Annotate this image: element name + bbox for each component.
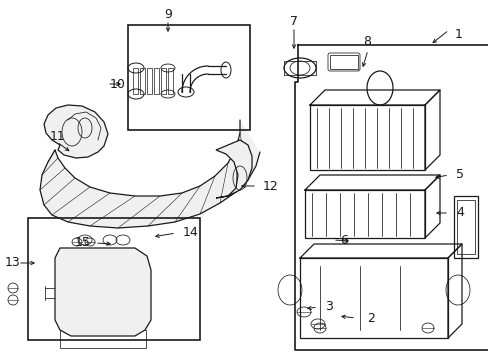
Text: 11: 11 (50, 130, 65, 143)
Text: 1: 1 (454, 28, 462, 41)
Bar (28, 218, 200, 340)
Text: 5: 5 (455, 168, 463, 181)
Text: 6: 6 (339, 234, 347, 247)
Polygon shape (55, 248, 151, 336)
Bar (309, 105, 424, 170)
Bar (161, 68, 165, 94)
Bar (456, 200, 474, 254)
Bar (60, 330, 146, 348)
Text: 8: 8 (362, 35, 370, 48)
Bar (147, 68, 152, 94)
Text: 15: 15 (75, 237, 91, 249)
Text: 14: 14 (183, 226, 198, 239)
Bar (133, 68, 138, 94)
Bar (299, 258, 447, 338)
Text: 13: 13 (5, 256, 20, 270)
Bar (140, 68, 145, 94)
Text: 2: 2 (366, 311, 374, 324)
Bar (305, 190, 424, 238)
Bar (128, 25, 249, 130)
Bar (329, 55, 357, 69)
Polygon shape (216, 140, 251, 198)
Text: 9: 9 (164, 8, 172, 21)
Polygon shape (44, 105, 108, 158)
Text: 12: 12 (263, 180, 278, 193)
Polygon shape (40, 120, 260, 228)
Text: 7: 7 (289, 15, 297, 28)
Bar (154, 68, 159, 94)
Bar (453, 196, 477, 258)
Bar (168, 68, 173, 94)
Text: 4: 4 (455, 207, 463, 220)
Text: 10: 10 (110, 77, 125, 90)
Text: 3: 3 (325, 301, 332, 314)
